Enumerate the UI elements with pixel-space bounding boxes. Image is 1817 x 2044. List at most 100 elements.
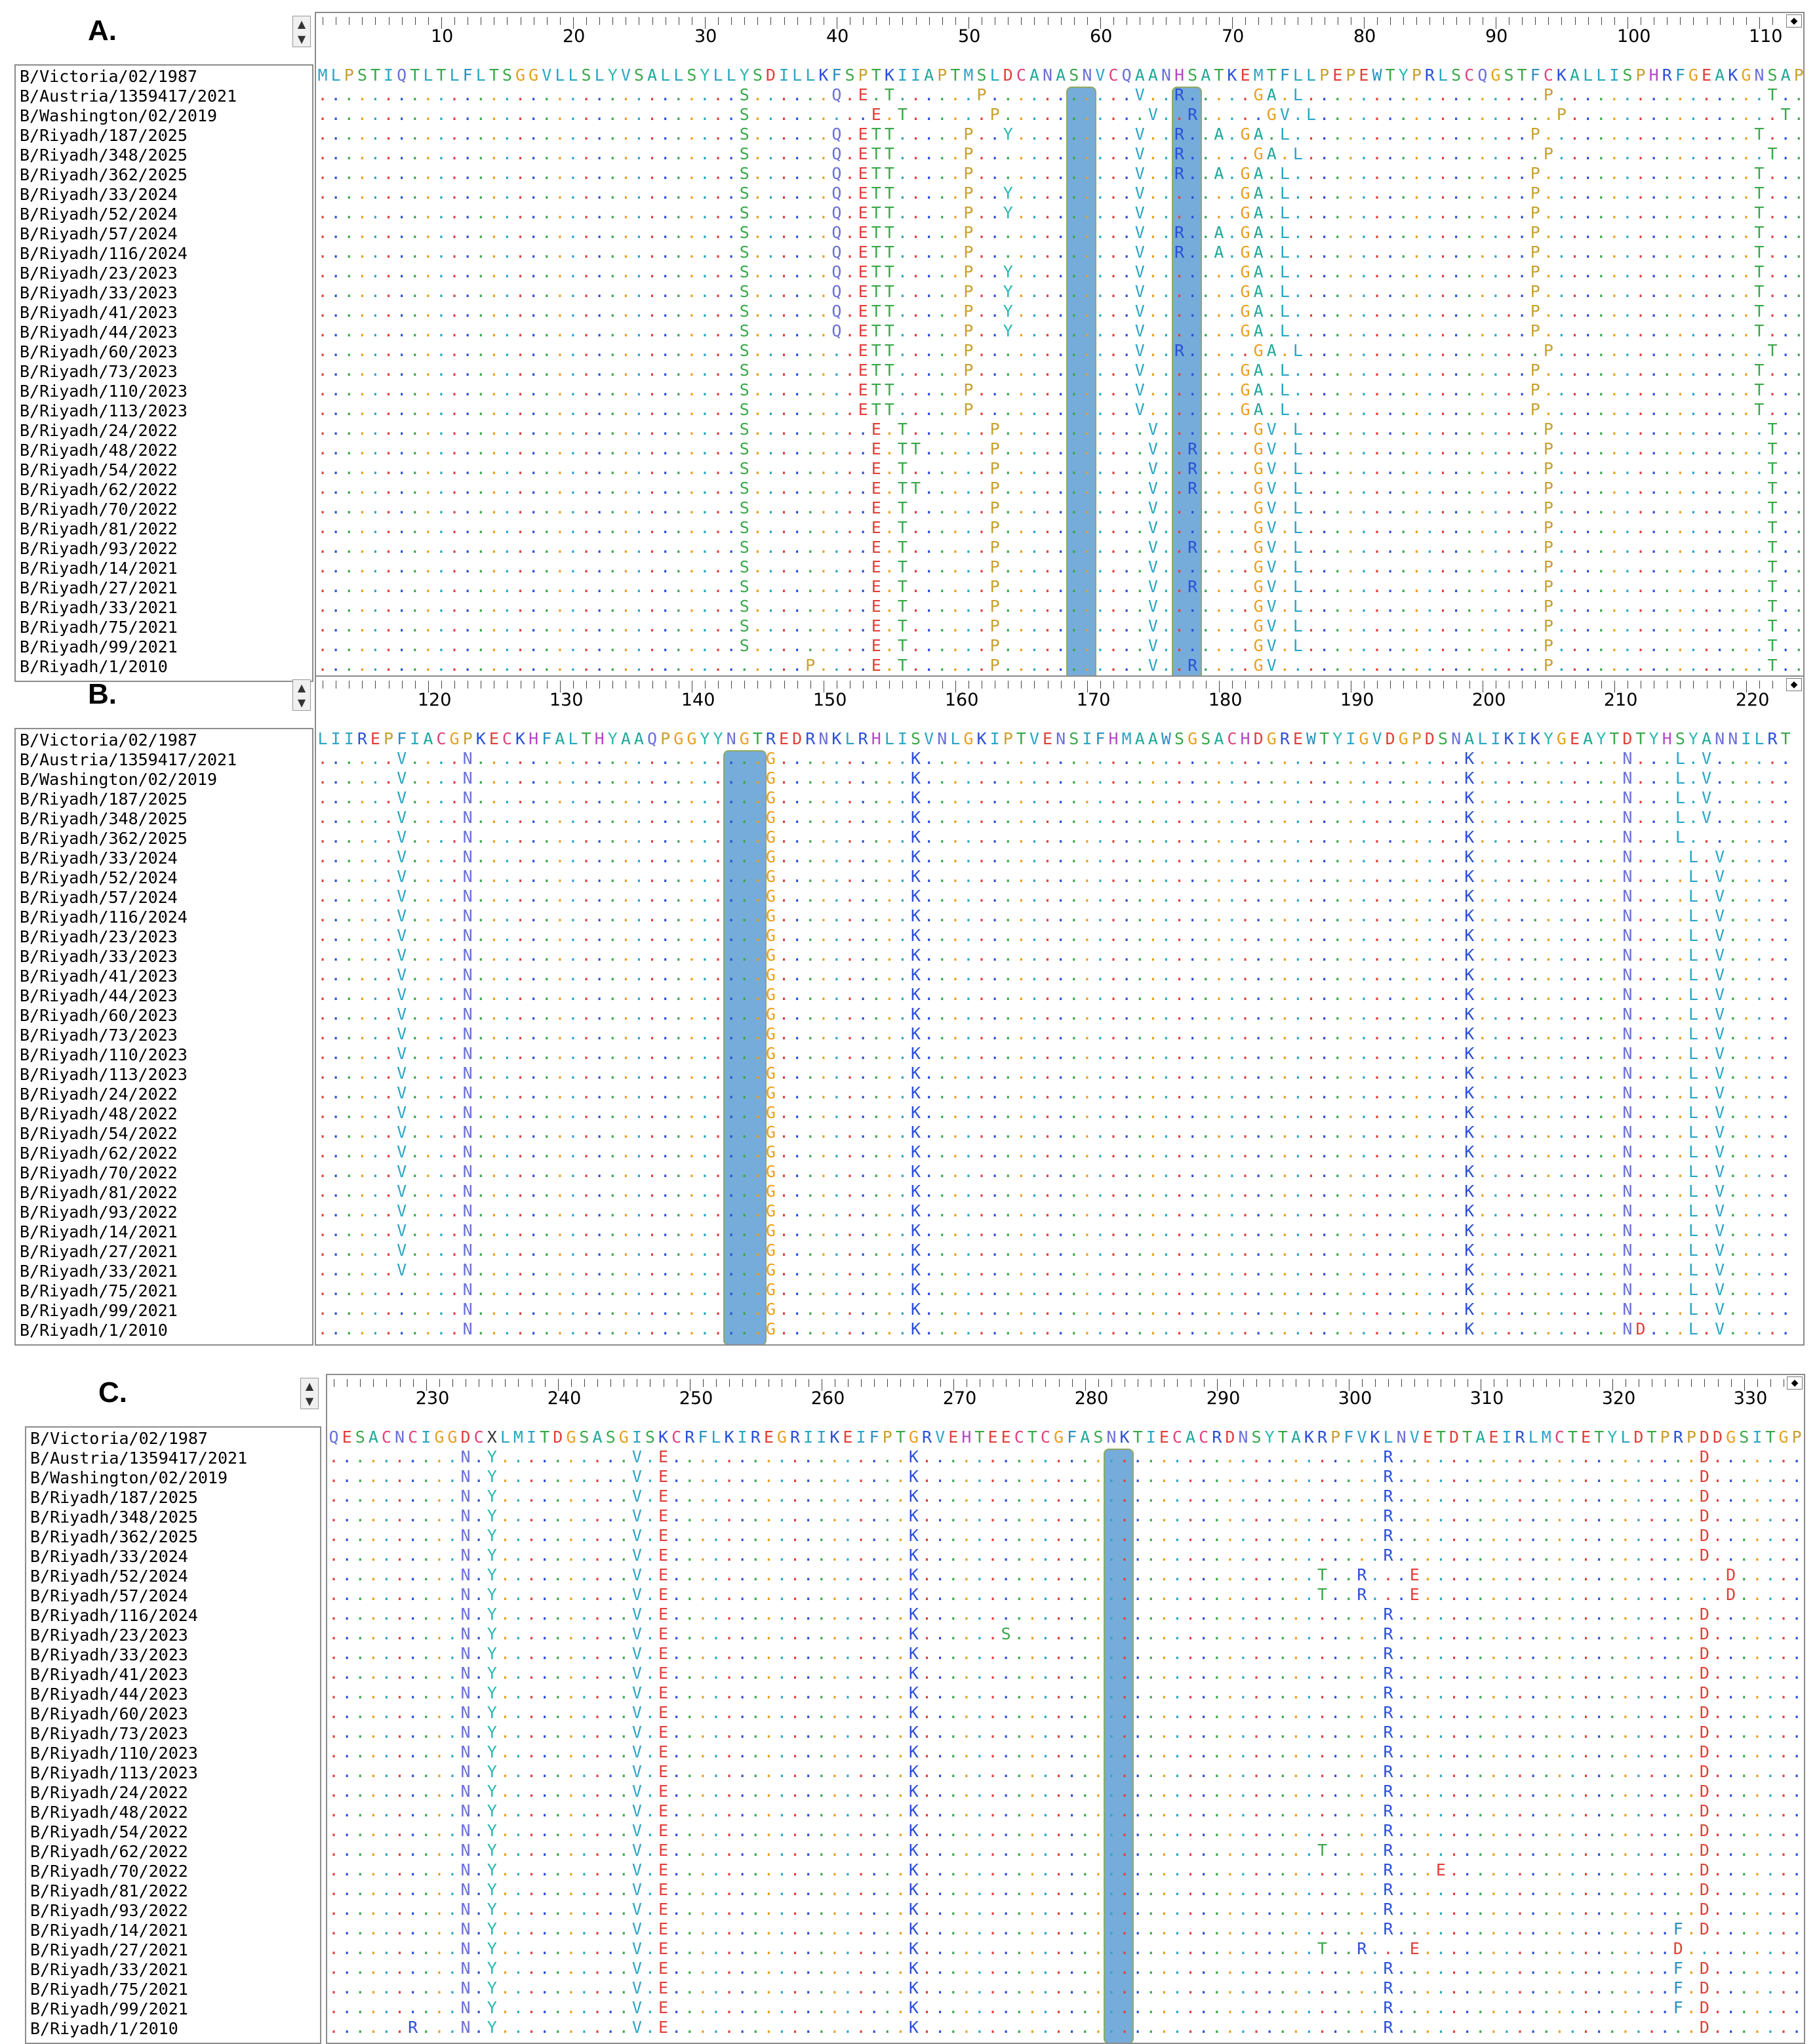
sequence-name[interactable]: B/Riyadh/75/2021 [30,1980,188,1999]
sequence-name[interactable]: B/Riyadh/27/2021 [20,1242,178,1262]
sequence-name[interactable]: B/Riyadh/33/2021 [20,1262,178,1281]
view-toggle-button[interactable]: ◆ [1787,1376,1803,1390]
scroll-down-icon[interactable]: ▼ [301,1393,318,1409]
sequence-name[interactable]: B/Riyadh/1/2010 [20,657,168,677]
sequence-name[interactable]: B/Riyadh/23/2023 [30,1626,188,1645]
sequence-name[interactable]: B/Riyadh/60/2023 [20,1006,178,1026]
sequence-name[interactable]: B/Riyadh/1/2010 [20,1321,168,1340]
sequence-name[interactable]: B/Riyadh/348/2025 [20,809,188,829]
sequence-name[interactable]: B/Washington/02/2019 [20,106,217,126]
alignment-view[interactable]: ◆ 10 20 30 40 50 60 70 80 90 100 110 M L P S T I Q T L T L F L T S… [315,12,1805,682]
view-toggle-button[interactable]: ◆ [1786,14,1802,28]
name-scroll-control[interactable]: ▲ ▼ [292,679,311,711]
sequence-name[interactable]: B/Riyadh/362/2025 [20,829,188,849]
sequence-name[interactable]: B/Victoria/02/1987 [20,731,197,750]
sequence-name[interactable]: B/Riyadh/93/2022 [20,1203,178,1222]
sequence-name[interactable]: B/Riyadh/44/2023 [20,323,178,342]
sequence-name[interactable]: B/Riyadh/75/2021 [20,618,178,637]
sequence-name[interactable]: B/Riyadh/48/2022 [20,441,178,460]
sequence-name[interactable]: B/Riyadh/54/2022 [20,460,178,480]
view-toggle-button[interactable]: ◆ [1786,678,1802,691]
sequence-name[interactable]: B/Riyadh/62/2022 [20,1144,178,1163]
sequence-name[interactable]: B/Riyadh/52/2024 [20,205,178,224]
sequence-name[interactable]: B/Riyadh/116/2024 [30,1606,198,1626]
alignment-view[interactable]: ◆ 120 130 140 150 160 170 180 190 200 210 220 L I I R E P… [315,675,1805,1346]
sequence-name[interactable]: B/Riyadh/52/2024 [20,868,178,888]
sequence-name[interactable]: B/Riyadh/187/2025 [20,126,188,146]
sequence-name[interactable]: B/Riyadh/27/2021 [20,578,178,598]
sequence-name[interactable]: B/Riyadh/52/2024 [30,1567,188,1586]
sequence-name[interactable]: B/Riyadh/14/2021 [20,559,178,578]
sequence-name[interactable]: B/Riyadh/24/2022 [30,1783,188,1803]
sequence-name[interactable]: B/Riyadh/48/2022 [30,1803,188,1822]
sequence-name[interactable]: B/Riyadh/14/2021 [30,1921,188,1940]
sequence-name[interactable]: B/Riyadh/41/2023 [20,967,178,986]
sequence-name[interactable]: B/Riyadh/1/2010 [30,2019,178,2039]
sequence-name[interactable]: B/Riyadh/44/2023 [30,1685,188,1704]
sequence-name[interactable]: B/Austria/1359417/2021 [20,87,237,106]
sequence-name[interactable]: B/Riyadh/33/2024 [30,1547,188,1567]
sequence-name[interactable]: B/Riyadh/116/2024 [20,244,188,264]
sequence-name[interactable]: B/Riyadh/57/2024 [30,1586,188,1606]
sequence-name[interactable]: B/Austria/1359417/2021 [30,1449,247,1468]
sequence-name[interactable]: B/Riyadh/113/2023 [20,1065,188,1085]
sequence-name[interactable]: B/Riyadh/362/2025 [20,165,188,185]
sequence-name[interactable]: B/Riyadh/93/2022 [20,539,178,559]
scroll-down-icon[interactable]: ▼ [293,695,310,710]
sequence-name[interactable]: B/Riyadh/110/2023 [30,1744,198,1763]
sequence-name[interactable]: B/Riyadh/33/2024 [20,185,178,205]
sequence-name[interactable]: B/Washington/02/2019 [20,770,217,790]
sequence-name[interactable]: B/Riyadh/60/2023 [20,342,178,362]
sequence-name[interactable]: B/Washington/02/2019 [30,1468,228,1488]
sequence-name[interactable]: B/Riyadh/54/2022 [30,1822,188,1842]
name-scroll-control[interactable]: ▲ ▼ [292,16,311,47]
sequence-name[interactable]: B/Riyadh/348/2025 [20,146,188,165]
sequence-name[interactable]: B/Riyadh/33/2024 [20,849,178,868]
sequence-name[interactable]: B/Riyadh/48/2022 [20,1104,178,1124]
sequence-name[interactable]: B/Riyadh/99/2021 [20,637,178,657]
scroll-up-icon[interactable]: ▲ [293,16,310,31]
sequence-name[interactable]: B/Riyadh/27/2021 [30,1940,188,1960]
sequence-name[interactable]: B/Riyadh/70/2022 [20,1163,178,1183]
sequence-name[interactable]: B/Riyadh/33/2023 [30,1645,188,1665]
sequence-name[interactable]: B/Riyadh/75/2021 [20,1281,178,1301]
name-scroll-control[interactable]: ▲ ▼ [300,1378,319,1409]
sequence-name[interactable]: B/Riyadh/93/2022 [30,1901,188,1921]
sequence-name[interactable]: B/Riyadh/110/2023 [20,1045,188,1065]
scroll-up-icon[interactable]: ▲ [301,1378,318,1393]
sequence-name[interactable]: B/Riyadh/73/2023 [30,1724,188,1744]
sequence-name[interactable]: B/Riyadh/33/2023 [20,283,178,303]
sequence-name[interactable]: B/Riyadh/70/2022 [30,1862,188,1881]
sequence-name[interactable]: B/Riyadh/23/2023 [20,927,178,947]
sequence-name[interactable]: B/Riyadh/99/2021 [20,1301,178,1321]
sequence-name[interactable]: B/Riyadh/70/2022 [20,500,178,519]
sequence-name[interactable]: B/Riyadh/62/2022 [20,480,178,500]
sequence-name[interactable]: B/Riyadh/57/2024 [20,224,178,244]
scroll-up-icon[interactable]: ▲ [293,680,310,695]
sequence-name[interactable]: B/Riyadh/24/2022 [20,421,178,441]
sequence-name[interactable]: B/Victoria/02/1987 [30,1429,208,1449]
sequence-name[interactable]: B/Riyadh/81/2022 [20,1183,178,1203]
sequence-name[interactable]: B/Riyadh/44/2023 [20,986,178,1006]
sequence-name[interactable]: B/Riyadh/73/2023 [20,362,178,382]
sequence-name[interactable]: B/Riyadh/99/2021 [30,1999,188,2019]
sequence-name[interactable]: B/Riyadh/187/2025 [30,1488,198,1508]
sequence-name[interactable]: B/Riyadh/33/2021 [20,598,178,618]
sequence-name[interactable]: B/Riyadh/113/2023 [20,401,188,421]
sequence-name[interactable]: B/Riyadh/62/2022 [30,1842,188,1862]
sequence-name[interactable]: B/Victoria/02/1987 [20,67,197,87]
sequence-name[interactable]: B/Riyadh/110/2023 [20,382,188,401]
sequence-name[interactable]: B/Riyadh/81/2022 [30,1881,188,1901]
sequence-name[interactable]: B/Riyadh/33/2021 [30,1960,188,1980]
sequence-name[interactable]: B/Riyadh/73/2023 [20,1026,178,1045]
sequence-name[interactable]: B/Austria/1359417/2021 [20,750,237,770]
sequence-name[interactable]: B/Riyadh/33/2023 [20,947,178,967]
sequence-name[interactable]: B/Riyadh/57/2024 [20,888,178,908]
sequence-name[interactable]: B/Riyadh/81/2022 [20,519,178,539]
sequence-name[interactable]: B/Riyadh/41/2023 [20,303,178,323]
sequence-name[interactable]: B/Riyadh/113/2023 [30,1763,198,1783]
sequence-name[interactable]: B/Riyadh/23/2023 [20,264,178,283]
sequence-name[interactable]: B/Riyadh/362/2025 [30,1527,198,1547]
sequence-name[interactable]: B/Riyadh/348/2025 [30,1508,198,1527]
sequence-name[interactable]: B/Riyadh/54/2022 [20,1124,178,1144]
